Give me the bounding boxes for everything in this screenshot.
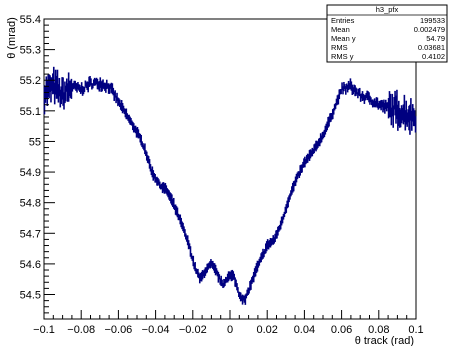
stats-box: h3_pfx Entries 199533 Mean 0.002479 Mean… bbox=[326, 4, 448, 63]
x-tick-label: −0.1 bbox=[33, 324, 55, 336]
x-tick-label: 0 bbox=[227, 324, 233, 336]
stats-rms-label: RMS bbox=[331, 43, 348, 52]
y-tick-label: 54.6 bbox=[20, 259, 41, 271]
x-tick-label: 0.1 bbox=[408, 324, 423, 336]
stats-box-frame bbox=[326, 4, 448, 63]
x-tick-label: 0.02 bbox=[256, 324, 277, 336]
stats-rms-value: 0.03681 bbox=[418, 43, 445, 52]
stats-rms-y-label: RMS y bbox=[331, 52, 354, 61]
stats-entries-value: 199533 bbox=[420, 16, 445, 25]
x-axis-label: θ track (rad) bbox=[355, 335, 414, 346]
y-axis-label: θ (mrad) bbox=[6, 17, 18, 59]
stats-rms-y-value: 0.4102 bbox=[422, 52, 445, 61]
y-tick-label: 55 bbox=[29, 136, 41, 148]
x-tick-label: −0.04 bbox=[142, 324, 170, 336]
x-tick-label: −0.08 bbox=[67, 324, 95, 336]
stats-mean-y-label: Mean y bbox=[331, 34, 356, 43]
stats-mean-value: 0.002479 bbox=[414, 25, 445, 34]
x-tick-label: 0.06 bbox=[331, 324, 352, 336]
stats-mean-label: Mean bbox=[331, 25, 350, 34]
y-tick-label: 55.4 bbox=[20, 14, 41, 26]
x-tick-label: −0.06 bbox=[104, 324, 132, 336]
x-tick-label: 0.04 bbox=[294, 324, 315, 336]
stats-mean-y-value: 54.79 bbox=[426, 34, 445, 43]
x-tick-label: 0.08 bbox=[368, 324, 389, 336]
stats-entries-label: Entries bbox=[331, 16, 355, 25]
stats-box-title: h3_pfx bbox=[376, 5, 399, 14]
data-points bbox=[43, 66, 417, 305]
y-tick-label: 55.2 bbox=[20, 75, 41, 87]
y-tick-label: 55.1 bbox=[20, 106, 41, 118]
y-tick-label: 54.8 bbox=[20, 198, 41, 210]
y-tick-label: 54.7 bbox=[20, 228, 41, 240]
axes: −0.1 −0.08 −0.06 −0.04 −0.02 0 0.02 0.04 0.06 0.0… bbox=[20, 14, 424, 336]
y-tick-label: 55.3 bbox=[20, 45, 41, 57]
y-tick-label: 54.5 bbox=[20, 290, 41, 302]
x-tick-label: −0.02 bbox=[179, 324, 207, 336]
y-tick-label: 54.9 bbox=[20, 167, 41, 179]
